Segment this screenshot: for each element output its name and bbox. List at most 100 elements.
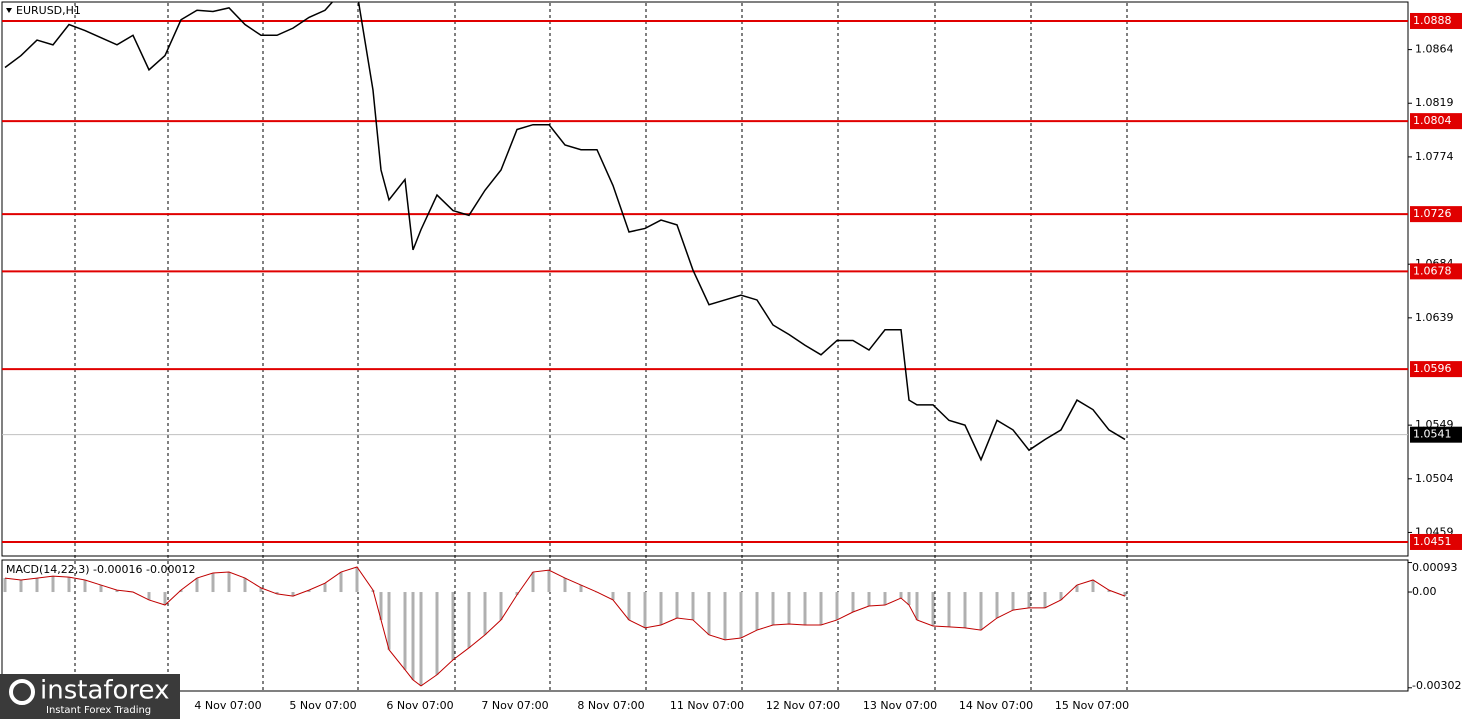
x-tick-label: 14 Nov 07:00 — [959, 699, 1033, 712]
macd-bar — [99, 585, 103, 593]
price-clip — [4, 2, 1126, 462]
y-tick-label: 1.0819 — [1415, 96, 1454, 109]
macd-bar — [411, 592, 415, 680]
macd-bar — [1123, 592, 1127, 597]
x-tick-label: 4 Nov 07:00 — [194, 699, 261, 712]
macd-bar — [275, 592, 279, 594]
macd-bar — [947, 592, 951, 627]
y-tick-label: 1.0774 — [1415, 150, 1454, 163]
level-box — [1410, 206, 1462, 223]
current-price-label: 1.0541 — [1413, 428, 1452, 441]
macd-bar — [323, 583, 327, 593]
macd-bar — [803, 592, 807, 625]
macd-bar — [403, 592, 407, 670]
macd-bar — [195, 578, 199, 593]
x-tick-label: 15 Nov 07:00 — [1055, 699, 1129, 712]
y-tick-label: 1.0504 — [1415, 472, 1454, 485]
macd-bar — [995, 592, 999, 619]
macd-bar — [739, 592, 743, 638]
macd-bar — [531, 572, 535, 593]
macd-bar — [907, 592, 911, 606]
macd-bar — [979, 592, 983, 631]
logo-brand: instaforex — [40, 676, 169, 706]
macd-bar — [307, 590, 311, 593]
logo-tagline: Instant Forex Trading — [46, 705, 151, 716]
macd-bar — [499, 592, 503, 620]
level-label: 1.0726 — [1413, 207, 1452, 220]
macd-bar — [227, 572, 231, 593]
level-box — [1410, 361, 1462, 378]
level-label: 1.0678 — [1413, 264, 1452, 277]
price-line — [4, 2, 1126, 462]
macd-bar — [787, 592, 791, 625]
macd-bar — [379, 592, 383, 620]
macd-y-tick-label: 0.00 — [1412, 585, 1437, 598]
level-label: 1.0451 — [1413, 535, 1452, 548]
macd-bar — [691, 592, 695, 620]
level-box — [1410, 12, 1462, 29]
macd-bar — [355, 566, 359, 593]
macd-bar — [515, 592, 519, 595]
macd-bar — [1091, 579, 1095, 593]
macd-bar — [771, 592, 775, 625]
level-label: 1.0888 — [1413, 14, 1452, 27]
macd-bar — [659, 592, 663, 625]
level-label: 1.0804 — [1413, 114, 1452, 127]
level-box — [1410, 263, 1462, 280]
macd-bar — [1059, 592, 1063, 600]
macd-bar — [483, 592, 487, 635]
macd-bar — [211, 573, 215, 593]
macd-bar — [1107, 590, 1111, 593]
macd-bar — [179, 590, 183, 593]
macd-y-tick-label: 0.00093 — [1412, 561, 1458, 574]
macd-bar — [1043, 592, 1047, 608]
macd-bar — [1075, 585, 1079, 593]
macd-title: MACD(14,22,3) -0.00016 -0.00012 — [6, 563, 195, 576]
macd-bar — [19, 579, 23, 593]
macd-bar — [643, 592, 647, 628]
x-tick-label: 12 Nov 07:00 — [766, 699, 840, 712]
macd-bar — [563, 578, 567, 593]
level-box — [1410, 533, 1462, 550]
macd-bar — [291, 592, 295, 597]
level-box — [1410, 113, 1462, 130]
x-tick-label: 5 Nov 07:00 — [289, 699, 356, 712]
macd-bar — [931, 592, 935, 626]
x-tick-label: 13 Nov 07:00 — [863, 699, 937, 712]
macd-bar — [867, 592, 871, 606]
macd-bar — [707, 592, 711, 635]
macd-bar — [243, 578, 247, 593]
macd-bar — [83, 579, 87, 593]
y-tick-label: 1.0864 — [1415, 43, 1454, 56]
macd-bar — [1011, 592, 1015, 611]
macd-bar — [723, 592, 727, 640]
macd-bar — [611, 592, 615, 600]
macd-bar — [547, 570, 551, 593]
macd-bar — [419, 592, 423, 686]
macd-bar — [883, 592, 887, 606]
macd-bar — [851, 592, 855, 612]
x-tick-label: 7 Nov 07:00 — [481, 699, 548, 712]
macd-bar — [627, 592, 631, 620]
macd-bar — [915, 592, 919, 620]
macd-bar — [451, 592, 455, 660]
macd-bar — [35, 578, 39, 593]
macd-bar — [67, 577, 71, 593]
price-pane — [1, 1, 1409, 557]
macd-bar — [467, 592, 471, 648]
macd-bar — [51, 576, 55, 593]
x-tick-label: 11 Nov 07:00 — [670, 699, 744, 712]
macd-bar — [147, 592, 151, 600]
logo-icon — [9, 679, 35, 705]
macd-bar — [819, 592, 823, 625]
macd-bar — [835, 592, 839, 620]
x-tick-label: 8 Nov 07:00 — [577, 699, 644, 712]
symbol-title: EURUSD,H1 — [16, 4, 81, 17]
y-tick-label: 1.0639 — [1415, 311, 1454, 324]
symbol-arrow — [6, 8, 12, 13]
x-tick-label: 6 Nov 07:00 — [386, 699, 453, 712]
macd-pane — [1, 559, 1409, 692]
macd-bar — [3, 578, 7, 593]
level-label: 1.0596 — [1413, 362, 1452, 375]
